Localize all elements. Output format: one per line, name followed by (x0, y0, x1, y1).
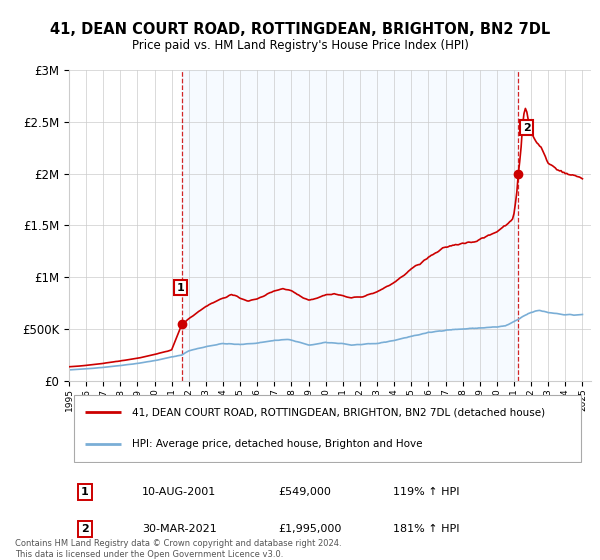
Text: 1: 1 (81, 487, 89, 497)
Text: HPI: Average price, detached house, Brighton and Hove: HPI: Average price, detached house, Brig… (131, 440, 422, 450)
Text: 41, DEAN COURT ROAD, ROTTINGDEAN, BRIGHTON, BN2 7DL: 41, DEAN COURT ROAD, ROTTINGDEAN, BRIGHT… (50, 22, 550, 38)
Text: 30-MAR-2021: 30-MAR-2021 (142, 524, 217, 534)
Text: £1,995,000: £1,995,000 (278, 524, 341, 534)
Text: 119% ↑ HPI: 119% ↑ HPI (392, 487, 459, 497)
Text: 10-AUG-2001: 10-AUG-2001 (142, 487, 217, 497)
FancyBboxPatch shape (74, 395, 581, 462)
Text: 2: 2 (523, 123, 530, 133)
Text: 1: 1 (176, 283, 184, 293)
Bar (182, 70, 518, 381)
Text: Price paid vs. HM Land Registry's House Price Index (HPI): Price paid vs. HM Land Registry's House … (131, 39, 469, 52)
Text: 41, DEAN COURT ROAD, ROTTINGDEAN, BRIGHTON, BN2 7DL (detached house): 41, DEAN COURT ROAD, ROTTINGDEAN, BRIGHT… (131, 407, 545, 417)
Text: Contains HM Land Registry data © Crown copyright and database right 2024.
This d: Contains HM Land Registry data © Crown c… (15, 539, 341, 559)
Text: 181% ↑ HPI: 181% ↑ HPI (392, 524, 459, 534)
Text: £549,000: £549,000 (278, 487, 331, 497)
Text: 2: 2 (81, 524, 89, 534)
